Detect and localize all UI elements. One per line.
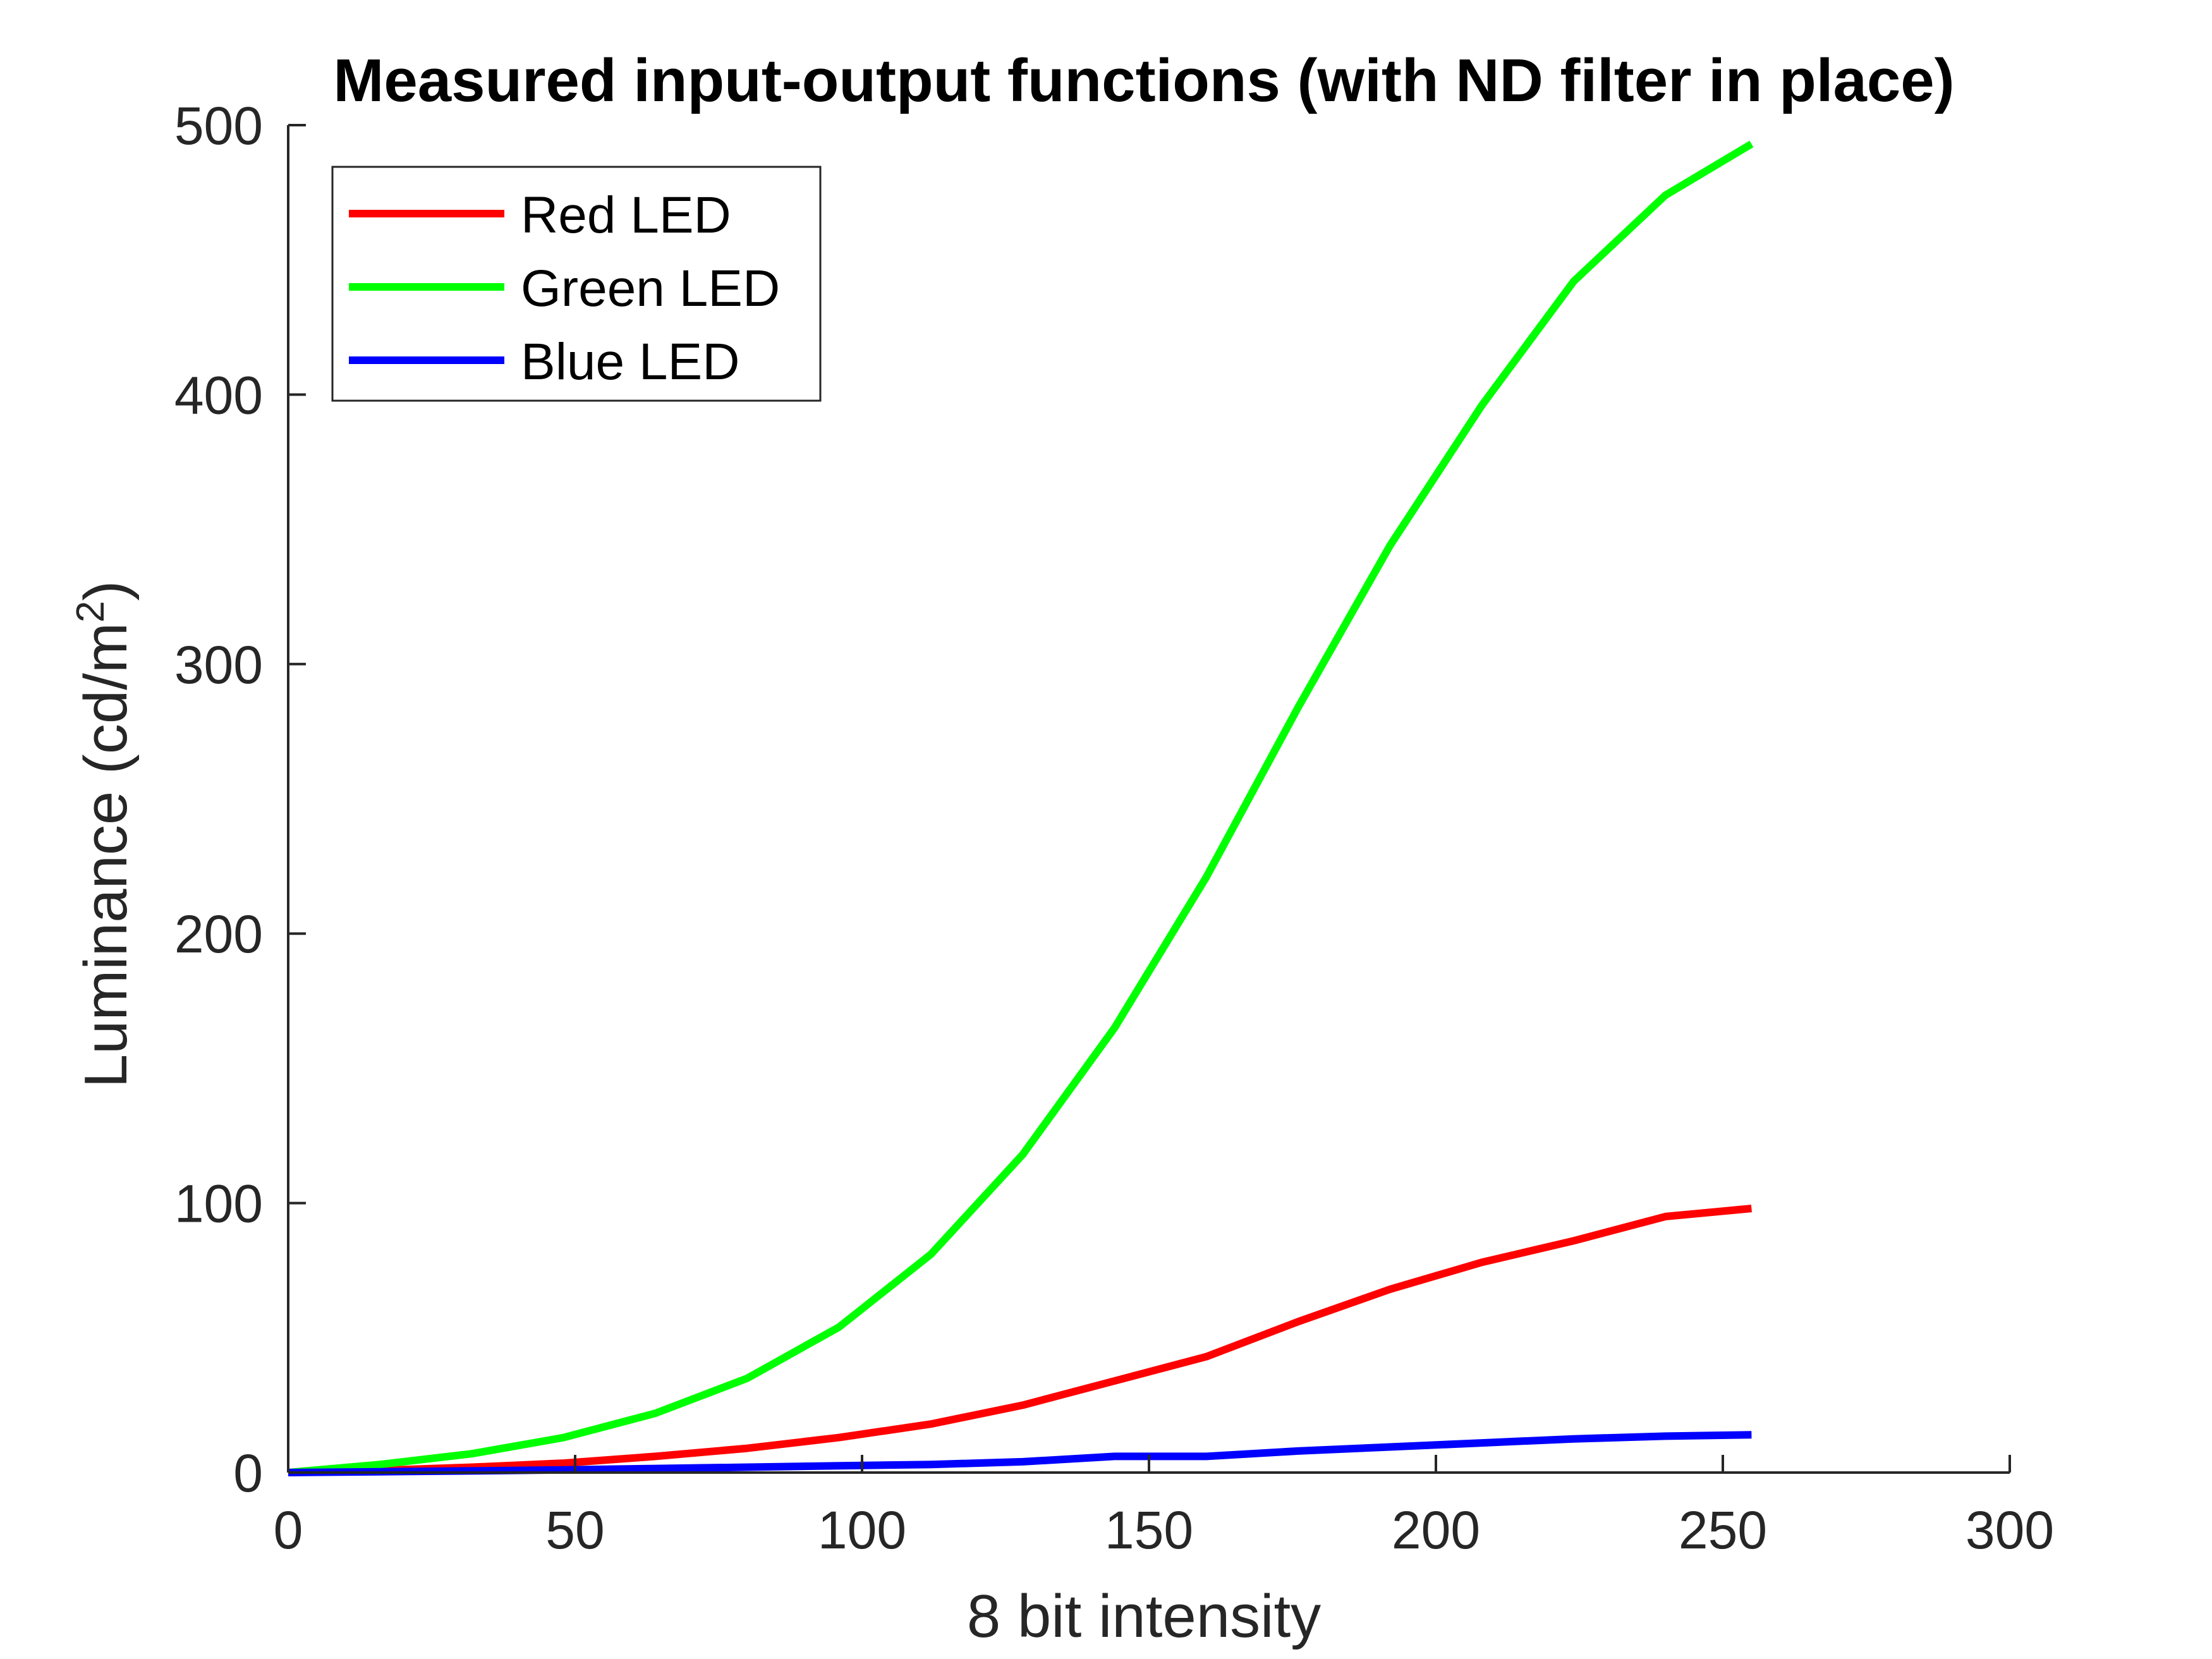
x-tick-label: 150 [1105,1500,1193,1560]
chart-title: Measured input-output functions (with ND… [333,47,1954,114]
y-tick-label: 0 [233,1443,263,1503]
x-tick-label: 100 [818,1500,906,1560]
y-tick-label: 100 [174,1174,263,1234]
y-tick-label: 400 [174,365,263,425]
x-tick-label: 300 [1966,1500,2054,1560]
y-tick-label: 300 [174,635,263,695]
plot-area [288,140,1754,1476]
series-line-red-led [288,1205,1752,1476]
series-line-green-led [288,140,1754,1476]
x-tick-label: 50 [545,1500,604,1560]
legend-label-green-led: Green LED [521,260,780,317]
x-axis: 0 50 100 150 200 250 300 [274,1455,2054,1560]
y-axis-label-superscript: 2 [69,601,112,623]
y-tick-label: 500 [174,96,263,155]
y-axis: 0 100 200 300 400 500 [174,96,306,1503]
series-line-blue-led [288,1431,1752,1476]
x-tick-label: 250 [1679,1500,1767,1560]
legend: Red LED Green LED Blue LED [331,166,822,402]
legend-label-red-led: Red LED [521,186,731,244]
y-axis-label: Luminance (cd/m2) [69,581,140,1088]
y-tick-label: 200 [174,904,263,964]
x-tick-label: 0 [274,1500,303,1560]
y-axis-label-suffix: ) [72,581,140,601]
y-axis-label-main: Luminance (cd/m [72,623,140,1088]
legend-label-blue-led: Blue LED [521,333,739,391]
x-tick-label: 200 [1392,1500,1480,1560]
x-axis-label: 8 bit intensity [967,1583,1321,1650]
